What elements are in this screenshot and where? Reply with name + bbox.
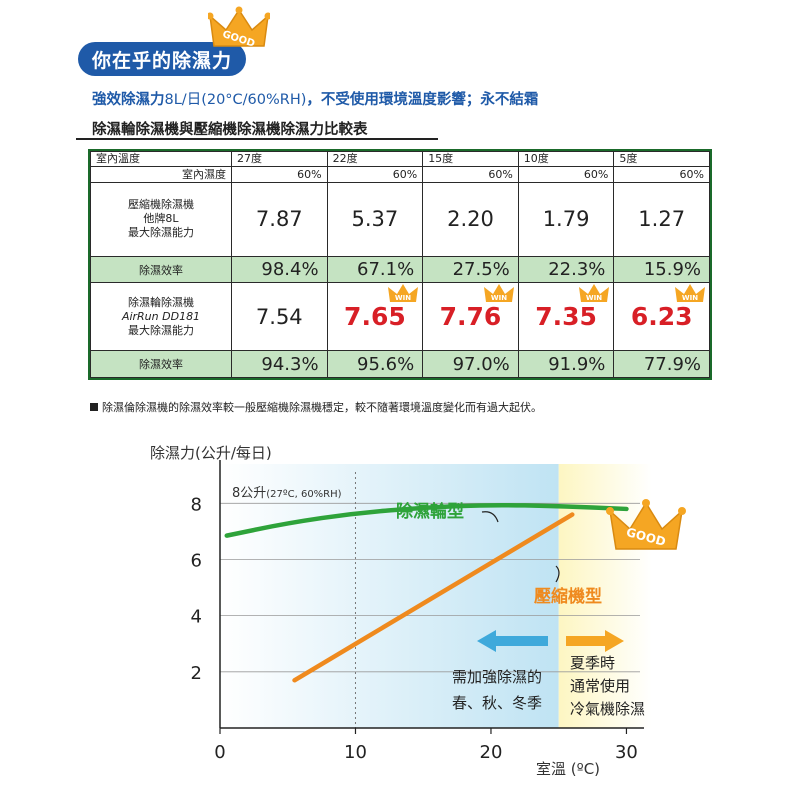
desiccant-value-win: 7.35 WIN	[517, 282, 615, 352]
x-tick-label: 0	[214, 742, 225, 763]
svg-text:WIN: WIN	[395, 294, 411, 302]
desiccant-pointer-icon	[481, 511, 499, 523]
section-pill: 你在乎的除濕力	[78, 42, 246, 76]
svg-text:WIN: WIN	[586, 294, 602, 302]
compressor-pointer-icon	[555, 565, 560, 583]
temp-cell: 22度	[326, 150, 424, 168]
desiccant-series-line	[224, 502, 629, 538]
y-tick-label: 6	[191, 550, 202, 571]
x-axis-label: 室溫 (ºC)	[536, 760, 600, 778]
cool-season-text: 春、秋、冬季	[452, 694, 542, 712]
crown-good-icon: GOOD	[208, 6, 270, 50]
square-bullet-icon	[90, 403, 98, 411]
row-desiccant-efficiency: 除濕效率 94.3% 95.6% 97.0% 91.9% 77.9%	[90, 350, 710, 378]
x-tick-label: 30	[615, 742, 638, 763]
compressor-eff: 22.3%	[517, 255, 615, 284]
humidity-cell: 60%	[517, 166, 615, 183]
humidity-cell: 60%	[613, 166, 710, 183]
win-crown-icon: WIN	[579, 284, 610, 303]
compressor-value: 2.20	[422, 181, 519, 257]
desiccant-value-win: 6.23 WIN	[613, 282, 710, 352]
summer-text: 夏季時	[570, 654, 615, 672]
row-compressor-capacity: 壓縮機除濕機 他牌8L 最大除濕能力 7.87 5.37 2.20 1.79 1.2…	[90, 181, 710, 257]
comparison-table: 室內溫度 27度 22度 15度 10度 5度 室內濕度 60% 60% 60%…	[88, 149, 712, 380]
humidity-label: 室內濕度	[90, 166, 232, 183]
y-axis-label: 除濕力(公升/每日)	[150, 444, 272, 462]
cool-season-band	[220, 464, 559, 728]
desiccant-value-win: 7.65 WIN	[326, 282, 424, 352]
desiccant-value-win: 7.76 WIN	[422, 282, 519, 352]
x-tick-label: 10	[344, 742, 367, 763]
desiccant-eff: 91.9%	[517, 350, 615, 378]
footnote: 除濕倫除濕機的除濕效率較一般壓縮機除濕機穩定，較不隨著環境溫度變化而有過大起伏。	[90, 399, 542, 415]
compressor-value: 7.87	[231, 181, 328, 257]
temp-label: 室內溫度	[90, 150, 232, 168]
humidity-cell: 60%	[231, 166, 328, 183]
title-underline	[76, 138, 438, 140]
compressor-eff: 67.1%	[326, 255, 424, 284]
desiccant-eff: 95.6%	[326, 350, 424, 378]
arrow-left-icon	[477, 630, 548, 652]
compressor-eff: 15.9%	[613, 255, 710, 284]
y-tick-label: 8	[191, 494, 202, 515]
svg-text:WIN: WIN	[682, 294, 698, 302]
compressor-series-line	[292, 512, 575, 683]
row-desiccant-capacity: 除濕輪除濕機 AirRun DD181 最大除濕能力 7.54 7.65 WIN 7.…	[90, 282, 710, 352]
y-tick-label: 4	[191, 607, 202, 628]
desiccant-eff: 77.9%	[613, 350, 710, 378]
cool-season-text: 需加強除濕的	[452, 668, 542, 686]
desiccant-label: 除濕輪除濕機 AirRun DD181 最大除濕能力	[90, 282, 232, 352]
summer-text: 通常使用	[570, 677, 630, 695]
row-compressor-efficiency: 除濕效率 98.4% 67.1% 27.5% 22.3% 15.9%	[90, 255, 710, 284]
humidity-cell: 60%	[326, 166, 424, 183]
point-annotation: 8公升(27ºC, 60%RH)	[232, 486, 342, 501]
row-temperature: 室內溫度 27度 22度 15度 10度 5度	[90, 150, 710, 168]
compressor-value: 1.27	[613, 181, 710, 257]
desiccant-eff: 94.3%	[231, 350, 328, 378]
compressor-series-label: 壓縮機型	[534, 586, 602, 607]
desiccant-eff: 97.0%	[422, 350, 519, 378]
win-crown-icon: WIN	[675, 284, 705, 303]
y-tick-label: 2	[191, 663, 202, 684]
win-crown-icon: WIN	[388, 284, 419, 303]
compressor-eff: 98.4%	[231, 255, 328, 284]
crown-good-icon: GOOD	[606, 499, 686, 550]
subtitle: 強效除濕力8L/日(20°C/60%RH)，不受使用環境溫度影響；永不結霜	[92, 92, 539, 108]
row-humidity: 室內濕度 60% 60% 60% 60% 60%	[90, 166, 710, 183]
compressor-label: 壓縮機除濕機 他牌8L 最大除濕能力	[90, 181, 232, 257]
desiccant-eff-label: 除濕效率	[90, 350, 232, 378]
svg-text:WIN: WIN	[491, 294, 507, 302]
x-tick-label: 20	[480, 742, 503, 763]
arrow-right-icon	[566, 630, 624, 652]
compressor-value: 5.37	[326, 181, 424, 257]
desiccant-value: 7.54	[231, 282, 328, 352]
table-title: 除濕輪除濕機與壓縮機除濕機除濕力比較表	[92, 122, 368, 138]
desiccant-series-label: 除濕輪型	[396, 501, 464, 522]
compressor-eff-label: 除濕效率	[90, 255, 232, 284]
win-crown-icon: WIN	[483, 284, 514, 303]
summer-text: 冷氣機除濕	[570, 700, 645, 718]
